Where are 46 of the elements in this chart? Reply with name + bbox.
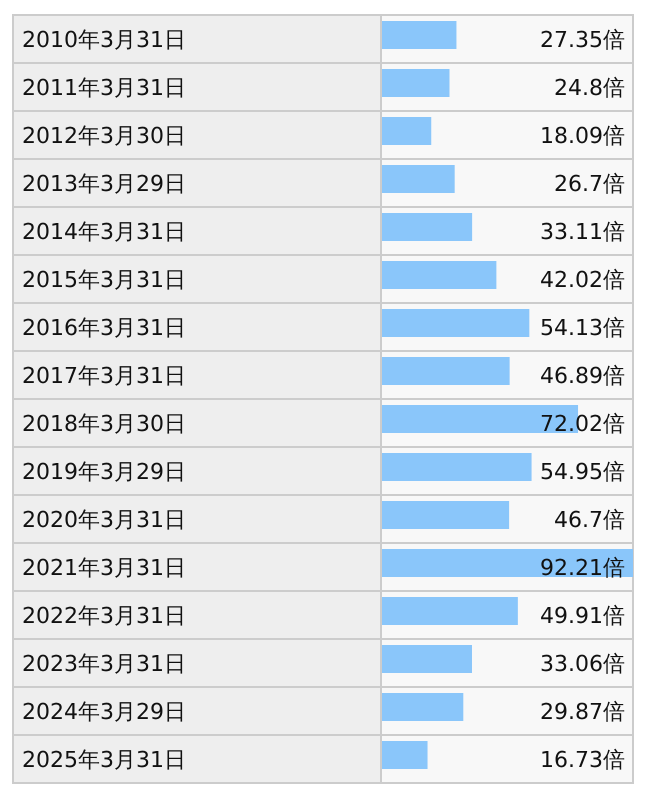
y-tick-label: 2011年3月31日 xyxy=(22,76,186,101)
bar xyxy=(382,213,472,241)
data-label: 46.7倍 xyxy=(554,508,625,533)
y-tick-label: 2015年3月31日 xyxy=(22,268,186,293)
bar xyxy=(382,165,455,193)
bar xyxy=(382,69,450,97)
bar xyxy=(382,309,530,337)
y-tick-label: 2022年3月31日 xyxy=(22,604,186,629)
y-tick-label: 2018年3月30日 xyxy=(22,412,186,437)
y-tick-label: 2017年3月31日 xyxy=(22,364,186,389)
y-tick-label: 2024年3月29日 xyxy=(22,700,186,725)
data-label: 27.35倍 xyxy=(540,28,625,53)
data-label: 18.09倍 xyxy=(540,124,625,149)
y-tick-label: 2010年3月31日 xyxy=(22,28,186,53)
data-label: 54.13倍 xyxy=(540,316,625,341)
y-tick-label: 2020年3月31日 xyxy=(22,508,186,533)
bar xyxy=(382,645,472,673)
y-tick-label: 2023年3月31日 xyxy=(22,652,186,677)
data-label: 24.8倍 xyxy=(554,76,625,101)
data-label: 16.73倍 xyxy=(540,748,625,773)
bar xyxy=(382,597,518,625)
y-tick-label: 2012年3月30日 xyxy=(22,124,186,149)
data-label: 49.91倍 xyxy=(540,604,625,629)
bar xyxy=(382,501,510,529)
y-tick-label: 2021年3月31日 xyxy=(22,556,186,581)
bar xyxy=(382,357,510,385)
data-label: 46.89倍 xyxy=(540,364,625,389)
data-label: 72.02倍 xyxy=(540,412,625,437)
data-label: 29.87倍 xyxy=(540,700,625,725)
bar xyxy=(382,261,496,289)
bar xyxy=(382,693,464,721)
y-tick-label: 2014年3月31日 xyxy=(22,220,186,245)
data-label: 42.02倍 xyxy=(540,268,625,293)
bar xyxy=(382,741,428,769)
y-tick-label: 2019年3月29日 xyxy=(22,460,186,485)
bar xyxy=(382,117,432,145)
data-label: 33.06倍 xyxy=(540,652,625,677)
bar xyxy=(382,453,532,481)
y-tick-label: 2013年3月29日 xyxy=(22,172,186,197)
data-label: 33.11倍 xyxy=(540,220,625,245)
data-label: 26.7倍 xyxy=(554,172,625,197)
bar xyxy=(382,21,456,49)
data-label: 54.95倍 xyxy=(540,460,625,485)
y-tick-label: 2016年3月31日 xyxy=(22,316,186,341)
data-label: 92.21倍 xyxy=(540,556,625,581)
y-tick-label: 2025年3月31日 xyxy=(22,748,186,773)
